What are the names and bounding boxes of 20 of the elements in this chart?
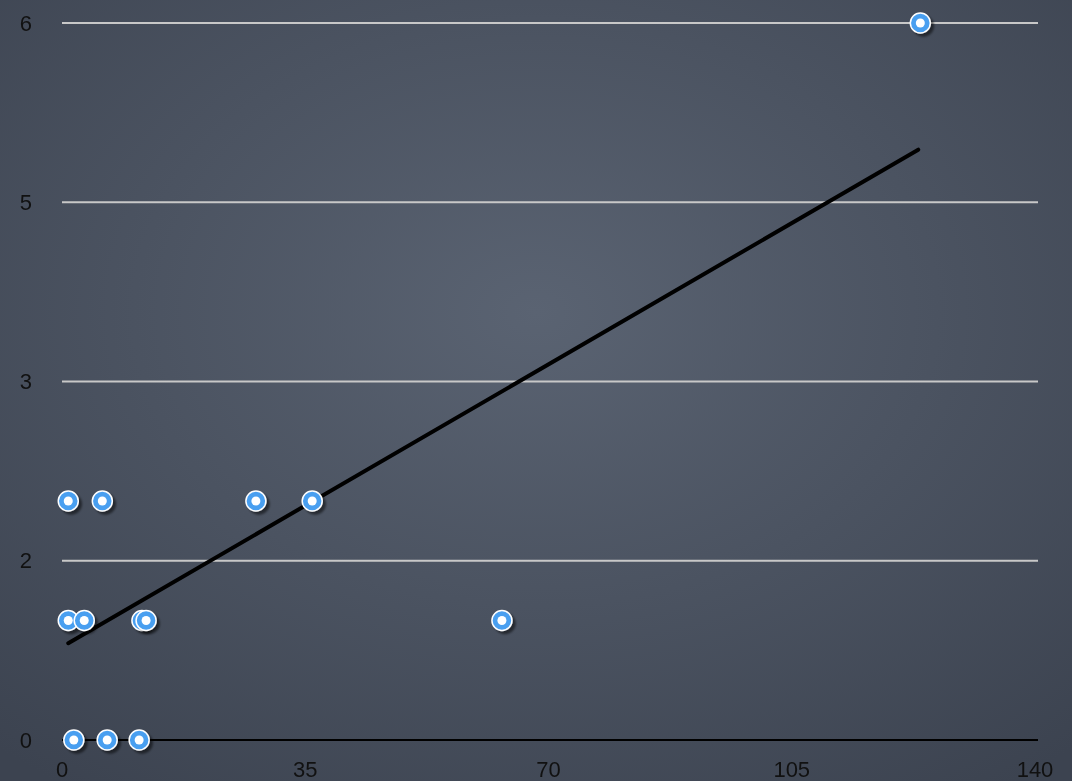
- point: [909, 12, 932, 34]
- x-tick-label: 70: [536, 757, 561, 781]
- point: [91, 490, 114, 512]
- x-tick-label: 105: [773, 757, 811, 781]
- point: [73, 609, 95, 632]
- point: [57, 490, 80, 512]
- point: [301, 490, 323, 512]
- y-tick-label: 5: [19, 189, 32, 215]
- point: [128, 729, 150, 751]
- point: [96, 729, 118, 751]
- point: [63, 729, 85, 751]
- y-tick-label: 6: [19, 10, 32, 36]
- x-tick-label: 0: [55, 757, 69, 781]
- y-tick-label: 3: [19, 369, 32, 395]
- x-tick-label: 140: [1016, 757, 1054, 781]
- point: [245, 490, 267, 512]
- y-tick-label: 0: [19, 727, 32, 753]
- y-tick-label: 2: [19, 548, 32, 574]
- point: [491, 609, 513, 632]
- x-tick-label: 35: [293, 757, 318, 781]
